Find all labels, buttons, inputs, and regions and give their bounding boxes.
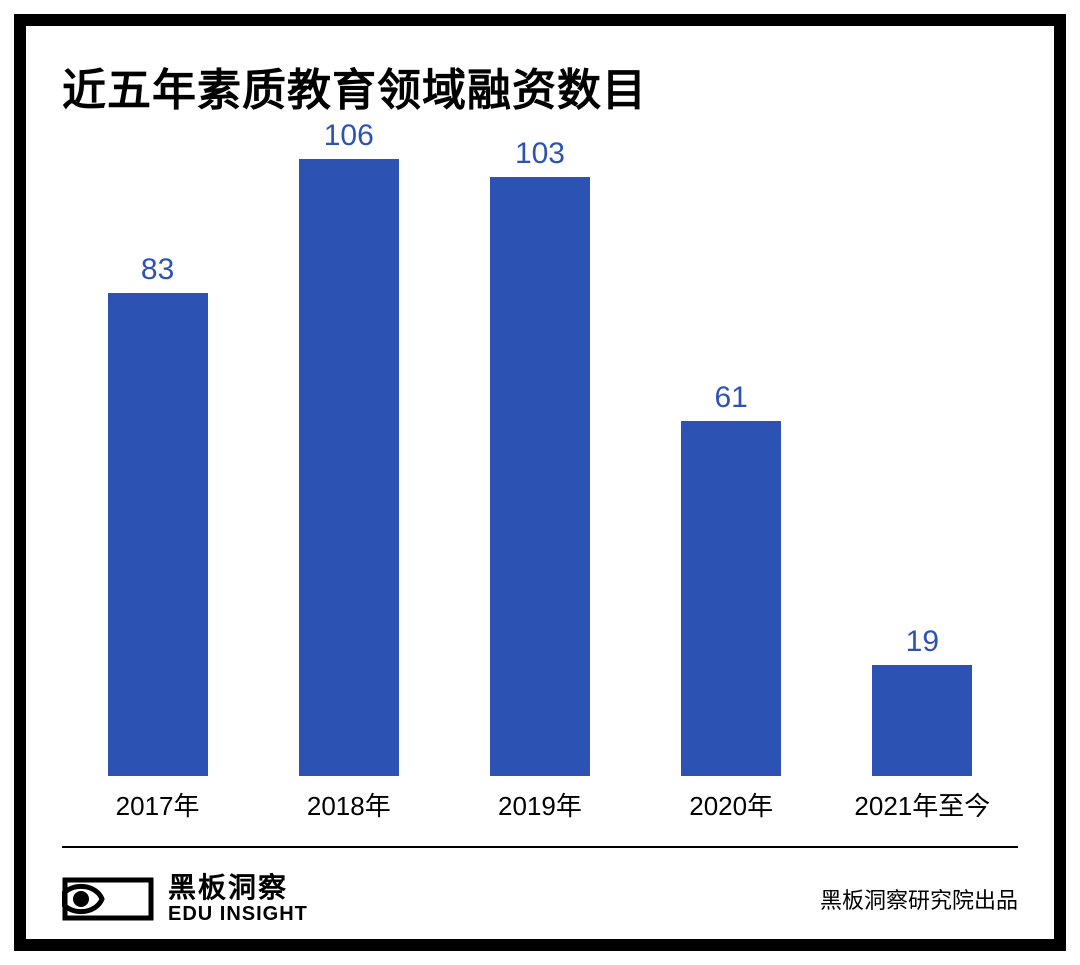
category-labels: 2017年 2018年 2019年 2020年 2021年至今 — [62, 786, 1018, 823]
chart-frame: 近五年素质教育领域融资数目 83 106 103 61 19 — [14, 14, 1066, 951]
category-label-0: 2017年 — [68, 786, 248, 823]
bar-value-3: 61 — [714, 381, 747, 415]
category-label-4: 2021年至今 — [832, 786, 1012, 823]
logo-text-cn: 黑板洞察 — [168, 873, 308, 904]
footer: 黑板洞察 EDU INSIGHT 黑板洞察研究院出品 — [62, 864, 1018, 934]
chart-area: 83 106 103 61 19 2017年 2018年 201 — [62, 136, 1018, 816]
bar-value-2: 103 — [515, 137, 565, 171]
bar-value-4: 19 — [906, 625, 939, 659]
logo-text-en: EDU INSIGHT — [168, 903, 308, 925]
category-label-2: 2019年 — [450, 786, 630, 823]
chart-title: 近五年素质教育领域融资数目 — [62, 54, 647, 118]
bar-group-2: 103 — [450, 137, 630, 776]
category-label-3: 2020年 — [641, 786, 821, 823]
bar-group-0: 83 — [68, 253, 248, 776]
bar-rect-0 — [108, 293, 208, 776]
bar-value-1: 106 — [324, 119, 374, 153]
bar-rect-3 — [681, 421, 781, 776]
bar-group-4: 19 — [832, 625, 1012, 776]
logo-text: 黑板洞察 EDU INSIGHT — [168, 873, 308, 926]
logo-block: 黑板洞察 EDU INSIGHT — [62, 873, 308, 926]
source-text: 黑板洞察研究院出品 — [820, 883, 1018, 915]
bar-rect-2 — [490, 177, 590, 776]
bar-rect-4 — [872, 665, 972, 776]
bar-group-3: 61 — [641, 381, 821, 776]
bar-group-1: 106 — [259, 119, 439, 776]
eye-logo-icon — [62, 874, 154, 924]
bars-container: 83 106 103 61 19 — [62, 136, 1018, 776]
bar-value-0: 83 — [141, 253, 174, 287]
footer-divider — [62, 846, 1018, 848]
bar-rect-1 — [299, 159, 399, 776]
category-label-1: 2018年 — [259, 786, 439, 823]
